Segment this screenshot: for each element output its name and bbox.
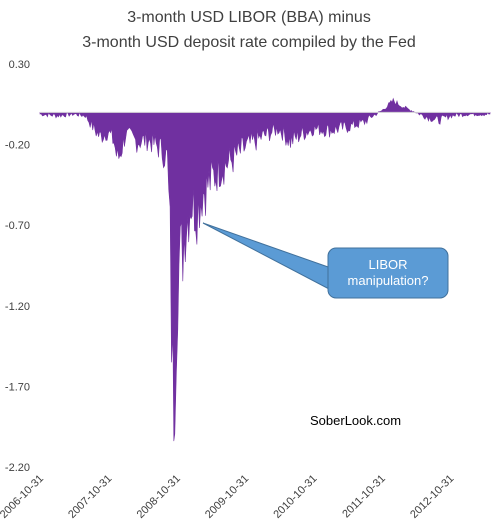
x-tick-label: 2012-10-31 xyxy=(408,473,456,521)
callout-box xyxy=(327,247,449,299)
callout-pointer xyxy=(202,222,332,291)
y-tick-label: -0.20 xyxy=(5,140,30,152)
watermark-text: SoberLook.com xyxy=(310,413,401,428)
annotation-line: LIBOR xyxy=(368,257,407,272)
x-tick-label: 2007-10-31 xyxy=(66,473,114,521)
y-tick-label: -1.20 xyxy=(5,301,30,313)
x-tick-label: 2006-10-31 xyxy=(0,473,46,521)
chart-title: 3-month USD LIBOR (BBA) minus xyxy=(127,9,371,26)
y-tick-label: -0.70 xyxy=(5,220,30,232)
y-tick-label: -1.70 xyxy=(5,381,30,393)
x-tick-label: 2011-10-31 xyxy=(340,473,388,521)
spread-area-series xyxy=(39,97,491,442)
y-axis-ticks: 0.30 -0.20 -0.70 -1.20 -1.70 -2.20 xyxy=(5,59,30,474)
x-tick-label: 2009-10-31 xyxy=(203,473,251,521)
y-tick-label: -2.20 xyxy=(5,462,30,474)
y-tick-label: 0.30 xyxy=(9,59,30,71)
x-tick-label: 2008-10-31 xyxy=(135,473,183,521)
annotation-line: manipulation? xyxy=(348,273,429,288)
x-tick-label: 2010-10-31 xyxy=(271,473,319,521)
annotation-text: LIBOR manipulation? xyxy=(348,257,429,288)
chart-subtitle: 3-month USD deposit rate compiled by the… xyxy=(82,34,416,51)
annotation-callout: LIBOR manipulation? xyxy=(202,222,449,299)
x-axis-ticks: 2006-10-31 2007-10-31 2008-10-31 2009-10-31… xyxy=(0,473,456,521)
